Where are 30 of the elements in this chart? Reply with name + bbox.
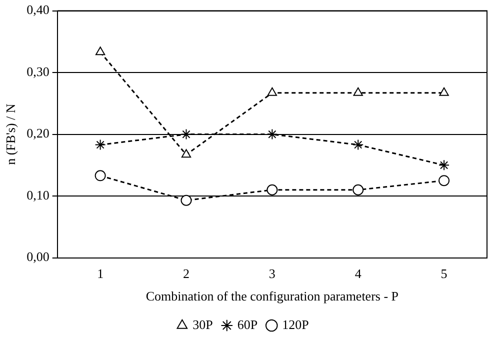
point bbox=[180, 194, 192, 206]
point bbox=[94, 139, 106, 150]
legend-label: 30P bbox=[192, 316, 213, 332]
point bbox=[267, 87, 278, 96]
x-tick-label: 5 bbox=[440, 266, 448, 282]
y-tick-label: 0,20 bbox=[26, 126, 50, 141]
point bbox=[438, 160, 450, 171]
point bbox=[94, 170, 106, 182]
point bbox=[266, 128, 278, 140]
point bbox=[266, 184, 278, 196]
point bbox=[353, 87, 363, 96]
x-tick-label: 3 bbox=[268, 266, 276, 282]
point bbox=[180, 128, 192, 140]
point bbox=[352, 184, 364, 196]
point bbox=[439, 87, 449, 96]
point bbox=[438, 175, 450, 186]
point bbox=[95, 46, 106, 56]
y-tick-label: 0,10 bbox=[26, 187, 50, 202]
point bbox=[181, 149, 192, 158]
x-tick-label: 2 bbox=[182, 266, 190, 282]
y-tick-label: 0,30 bbox=[26, 64, 50, 79]
y-axis-title: n (FB's) / N bbox=[3, 103, 18, 165]
y-tick-label: 0,40 bbox=[26, 2, 50, 18]
legend-label: 60P bbox=[237, 316, 258, 332]
legend-label: 120P bbox=[282, 316, 309, 332]
x-tick-label: 4 bbox=[354, 266, 362, 282]
x-axis-title: Combination of the configuration parameters - P bbox=[146, 288, 399, 304]
point bbox=[352, 139, 364, 150]
y-tick-label: 0,00 bbox=[26, 249, 50, 264]
x-tick-label: 1 bbox=[97, 266, 104, 282]
